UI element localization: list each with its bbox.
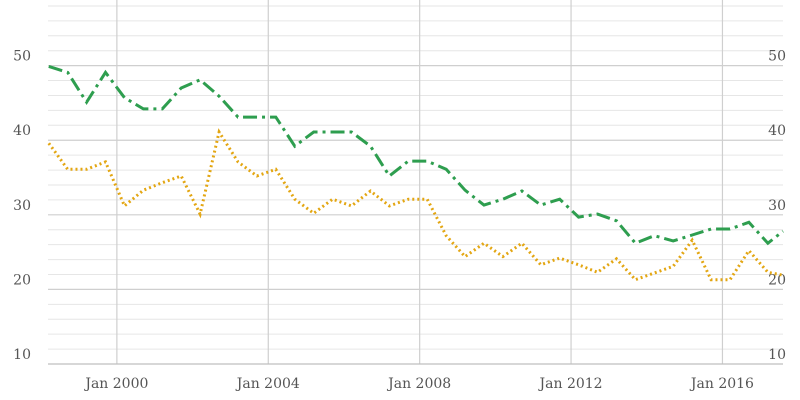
x-tick-label: Jan 2004 — [235, 376, 300, 392]
line — [47, 128, 784, 282]
line — [48, 64, 784, 246]
y-tick-label: 50 — [13, 49, 31, 65]
x-tick-label: Jan 2000 — [83, 376, 148, 392]
y-tick-label: 10 — [13, 347, 31, 363]
y-tick-label: 20 — [13, 272, 31, 288]
y-tick-label: 30 — [13, 198, 31, 214]
y2-tick-label: 50 — [768, 49, 786, 65]
x-tick-label: Jan 2016 — [689, 376, 754, 392]
y2-tick-label: 20 — [768, 272, 786, 288]
y-tick-label: 40 — [13, 123, 31, 139]
y2-tick-label: 40 — [768, 123, 786, 139]
x-tick-label: Jan 2008 — [386, 376, 451, 392]
y2-tick-label: 10 — [768, 347, 786, 363]
x-tick-label: Jan 2012 — [538, 376, 603, 392]
y2-tick-label: 30 — [768, 198, 786, 214]
